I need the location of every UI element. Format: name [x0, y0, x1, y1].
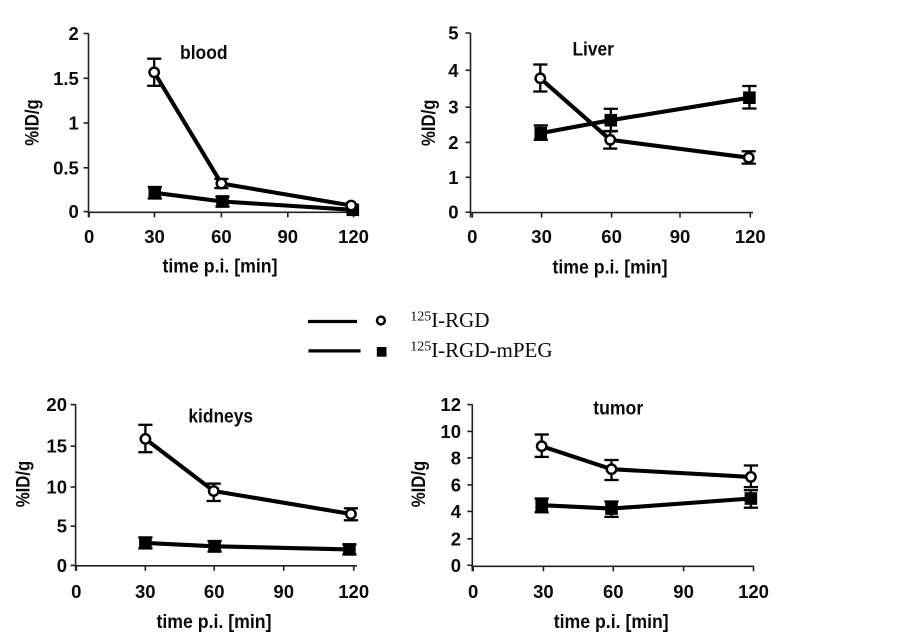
svg-text:time p.i. [min]: time p.i. [min] — [553, 256, 668, 278]
svg-text:8: 8 — [451, 447, 461, 468]
svg-text:0: 0 — [71, 581, 81, 602]
svg-text:10: 10 — [46, 477, 67, 498]
svg-text:0: 0 — [84, 226, 94, 247]
svg-text:30: 30 — [531, 226, 552, 247]
svg-text:30: 30 — [533, 581, 554, 602]
svg-text:2: 2 — [448, 132, 458, 153]
svg-text:90: 90 — [670, 226, 691, 247]
svg-text:90: 90 — [273, 581, 294, 602]
svg-text:time p.i. [min]: time p.i. [min] — [157, 611, 272, 633]
svg-text:6: 6 — [451, 474, 461, 495]
svg-text:0: 0 — [69, 201, 79, 222]
svg-text:2: 2 — [69, 23, 79, 44]
svg-text:%ID/g: %ID/g — [419, 100, 440, 147]
svg-text:0: 0 — [57, 555, 67, 576]
svg-text:60: 60 — [204, 581, 225, 602]
svg-text:120: 120 — [738, 581, 769, 602]
svg-text:0: 0 — [468, 581, 478, 602]
svg-text:1: 1 — [69, 113, 79, 134]
svg-text:2: 2 — [451, 528, 461, 549]
svg-text:15: 15 — [46, 436, 67, 457]
svg-text:60: 60 — [601, 226, 622, 247]
svg-text:20: 20 — [46, 394, 67, 415]
svg-text:30: 30 — [135, 581, 156, 602]
svg-text:30: 30 — [144, 226, 165, 247]
svg-text:0: 0 — [451, 555, 461, 576]
svg-text:60: 60 — [211, 226, 232, 247]
svg-text:90: 90 — [673, 581, 694, 602]
svg-text:time p.i. [min]: time p.i. [min] — [554, 611, 669, 633]
svg-text:12: 12 — [440, 394, 461, 415]
svg-text:90: 90 — [278, 226, 299, 247]
svg-text:%ID/g: %ID/g — [13, 461, 34, 508]
svg-text:%ID/g: %ID/g — [23, 99, 44, 146]
svg-text:60: 60 — [603, 581, 624, 602]
svg-text:0: 0 — [467, 226, 477, 247]
svg-text:4: 4 — [448, 60, 459, 81]
svg-text:1: 1 — [448, 167, 458, 188]
svg-text:10: 10 — [440, 421, 461, 442]
svg-text:tumor: tumor — [593, 398, 644, 419]
svg-text:125I-RGD-mPEG: 125I-RGD-mPEG — [410, 338, 552, 362]
svg-text:3: 3 — [448, 97, 458, 118]
svg-text:120: 120 — [735, 226, 766, 247]
svg-text:1.5: 1.5 — [53, 68, 79, 89]
svg-text:blood: blood — [180, 43, 228, 64]
svg-text:0: 0 — [448, 202, 458, 223]
svg-text:4: 4 — [451, 501, 462, 522]
svg-text:5: 5 — [57, 516, 67, 537]
svg-text:5: 5 — [448, 23, 458, 44]
svg-text:%ID/g: %ID/g — [409, 461, 430, 508]
svg-text:120: 120 — [338, 581, 369, 602]
svg-text:kidneys: kidneys — [188, 407, 253, 428]
svg-text:125I-RGD: 125I-RGD — [410, 308, 489, 332]
svg-text:Liver: Liver — [572, 40, 614, 61]
svg-text:time p.i. [min]: time p.i. [min] — [163, 255, 278, 277]
svg-text:0.5: 0.5 — [53, 157, 79, 178]
svg-text:120: 120 — [338, 226, 369, 247]
